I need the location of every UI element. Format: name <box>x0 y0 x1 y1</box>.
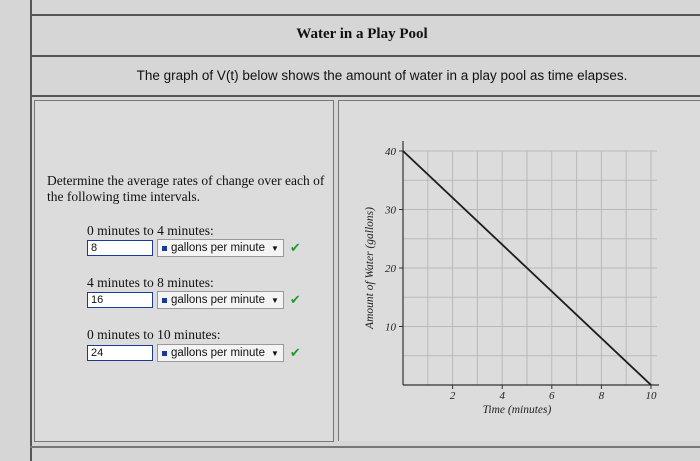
x-tick-label: 10 <box>646 390 658 402</box>
x-tick-label: 8 <box>599 390 605 402</box>
checkmark-icon: ✔ <box>289 345 301 361</box>
answer-input[interactable]: 8 <box>87 240 153 256</box>
question-label: 0 minutes to 4 minutes: <box>87 223 214 238</box>
x-axis-label: Time (minutes) <box>483 404 552 416</box>
graph-panel: 10 20 30 40 2 4 6 8 10 Time (minutes) Amount of Wa… <box>338 100 700 441</box>
frame-border <box>30 0 32 461</box>
answer-input[interactable]: 16 <box>87 292 153 308</box>
select-marker-icon <box>162 245 167 251</box>
page-title: Water in a Play Pool <box>296 26 428 42</box>
x-tick-label: 4 <box>499 390 505 402</box>
y-tick-label: 30 <box>384 205 397 217</box>
checkmark-icon: ✔ <box>289 292 301 308</box>
y-axis-label: Amount of Water (gallons) <box>364 207 376 330</box>
y-tick-label: 20 <box>385 263 397 275</box>
checkmark-icon: ✔ <box>289 240 301 256</box>
answer-row: 8 gallons per minute ▼ ✔ <box>87 239 301 257</box>
question-label: 4 minutes to 8 minutes: <box>87 275 214 290</box>
y-tick-label: 40 <box>385 146 397 158</box>
answer-row: 24 gallons per minute ▼ ✔ <box>87 344 301 362</box>
caret-down-icon: ▼ <box>270 243 279 253</box>
x-tick-label: 2 <box>450 390 456 402</box>
answer-row: 16 gallons per minute ▼ ✔ <box>87 291 301 309</box>
caret-down-icon: ▼ <box>270 348 279 358</box>
answer-input[interactable]: 24 <box>87 345 153 361</box>
question-label: 0 minutes to 10 minutes: <box>87 327 221 342</box>
divider <box>30 14 700 16</box>
series-line <box>402 150 652 386</box>
instructions-text: Determine the average rates of change ov… <box>47 173 325 204</box>
problem-description: The graph of V(t) below shows the amount… <box>136 68 628 83</box>
select-marker-icon <box>162 350 167 356</box>
divider <box>30 446 700 448</box>
x-tick-label: 6 <box>549 390 555 402</box>
y-tick-label: 10 <box>385 322 397 334</box>
unit-dropdown[interactable]: gallons per minute ▼ <box>157 239 284 257</box>
volume-graph: 10 20 30 40 2 4 6 8 10 Time (minutes) Amount of Wa… <box>364 141 659 416</box>
unit-dropdown-value: gallons per minute <box>171 294 265 306</box>
divider <box>30 55 700 57</box>
divider <box>30 95 700 97</box>
unit-dropdown[interactable]: gallons per minute ▼ <box>157 344 284 362</box>
question-panel: Determine the average rates of change ov… <box>34 100 334 442</box>
unit-dropdown-value: gallons per minute <box>171 347 265 359</box>
select-marker-icon <box>162 297 167 303</box>
title-row: Water in a Play Pool <box>32 16 700 54</box>
description-row: The graph of V(t) below shows the amount… <box>32 58 700 94</box>
unit-dropdown-value: gallons per minute <box>171 242 265 254</box>
unit-dropdown[interactable]: gallons per minute ▼ <box>157 291 284 309</box>
caret-down-icon: ▼ <box>270 295 279 305</box>
